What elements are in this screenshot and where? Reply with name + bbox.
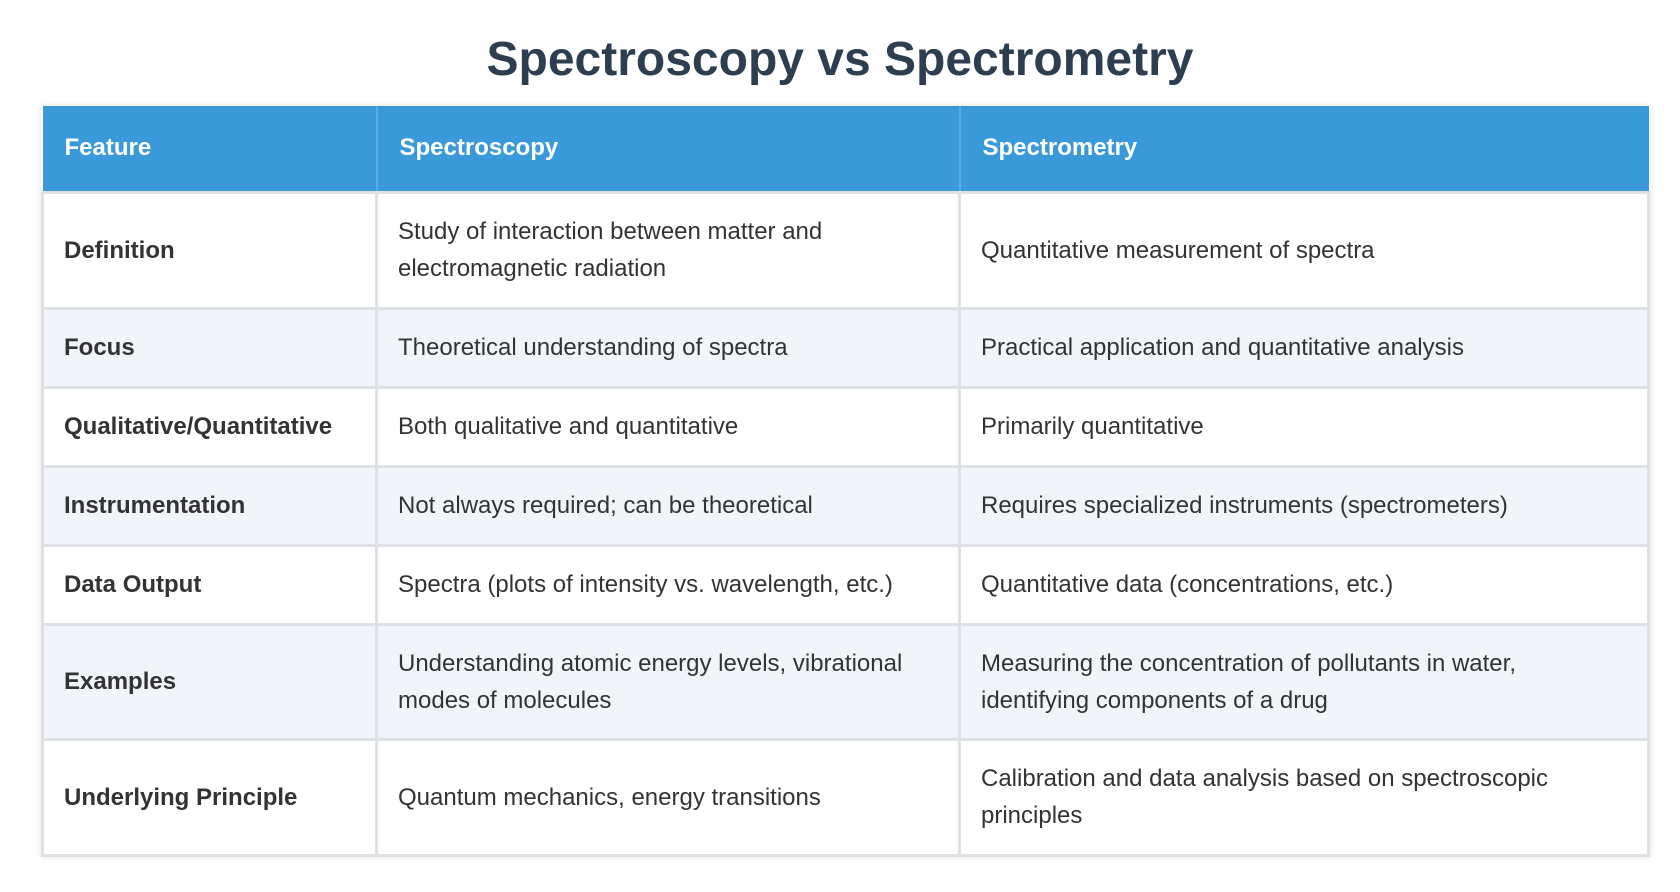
feature-cell: Qualitative/Quantitative — [41, 385, 378, 468]
comparison-table: Feature Spectroscopy Spectrometry Defini… — [41, 106, 1650, 857]
spectrometry-cell: Calibration and data analysis based on s… — [958, 737, 1650, 857]
spectroscopy-cell: Quantum mechanics, energy transitions — [375, 737, 961, 857]
feature-cell: Focus — [41, 306, 378, 389]
table-row: Data Output Spectra (plots of intensity … — [41, 543, 1650, 626]
spectrometry-cell: Primarily quantitative — [958, 385, 1650, 468]
spectroscopy-cell: Both qualitative and quantitative — [375, 385, 961, 468]
feature-cell: Instrumentation — [41, 464, 378, 547]
feature-cell: Definition — [41, 190, 378, 310]
spectrometry-cell: Requires specialized instruments (spectr… — [958, 464, 1650, 547]
header-feature: Feature — [42, 106, 378, 192]
spectroscopy-cell: Not always required; can be theoretical — [375, 464, 961, 547]
header-spectroscopy: Spectroscopy — [376, 106, 961, 192]
spectrometry-cell: Quantitative measurement of spectra — [958, 190, 1650, 310]
feature-cell: Data Output — [41, 543, 378, 626]
spectroscopy-cell: Spectra (plots of intensity vs. waveleng… — [375, 543, 961, 626]
table-row: Definition Study of interaction between … — [41, 190, 1650, 310]
page-title: Spectroscopy vs Spectrometry — [486, 33, 1194, 86]
spectroscopy-cell: Study of interaction between matter and … — [375, 190, 961, 310]
header-row: Feature Spectroscopy Spectrometry — [42, 106, 1649, 192]
feature-cell: Examples — [41, 622, 378, 741]
spectroscopy-cell: Understanding atomic energy levels, vibr… — [375, 622, 961, 741]
spectrometry-cell: Practical application and quantitative a… — [958, 306, 1650, 389]
spectroscopy-cell: Theoretical understanding of spectra — [375, 306, 961, 389]
table-row: Underlying Principle Quantum mechanics, … — [41, 737, 1650, 857]
table-row: Examples Understanding atomic energy lev… — [41, 622, 1650, 741]
header-spectrometry: Spectrometry — [959, 106, 1649, 192]
table-header: Feature Spectroscopy Spectrometry — [42, 106, 1649, 192]
table-row: Focus Theoretical understanding of spect… — [41, 306, 1650, 389]
spectrometry-cell: Quantitative data (concentrations, etc.) — [958, 543, 1650, 626]
table-row: Qualitative/Quantitative Both qualitativ… — [41, 385, 1650, 468]
table-body: Definition Study of interaction between … — [41, 190, 1650, 857]
spectrometry-cell: Measuring the concentration of pollutant… — [958, 622, 1650, 741]
feature-cell: Underlying Principle — [41, 737, 378, 857]
table-row: Instrumentation Not always required; can… — [41, 464, 1650, 547]
